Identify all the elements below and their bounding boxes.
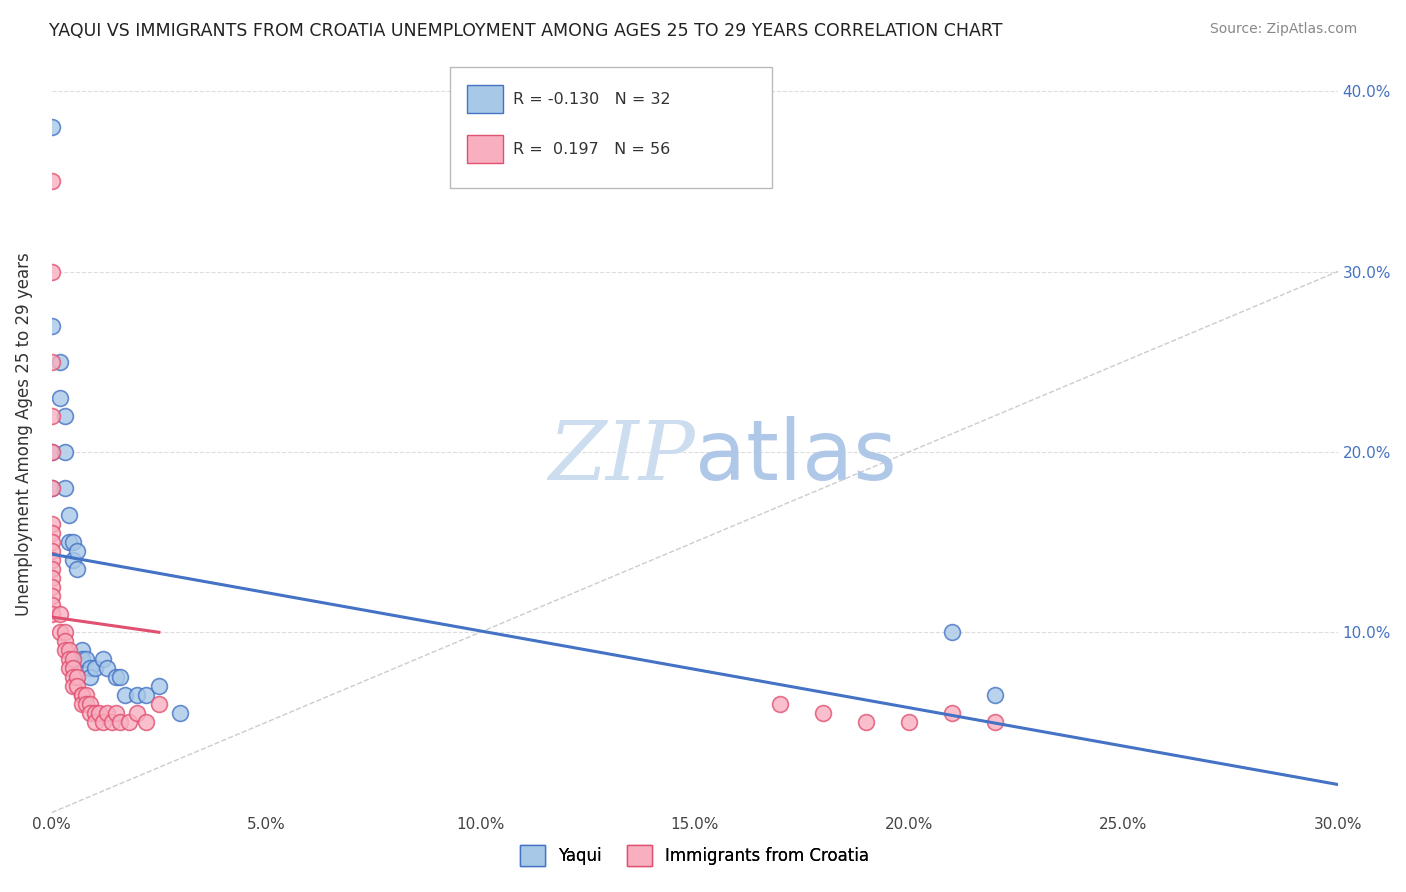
Point xyxy=(79,661,101,675)
Point xyxy=(58,643,80,657)
Point xyxy=(41,553,63,567)
Point xyxy=(41,174,63,188)
Point xyxy=(41,535,63,549)
Point xyxy=(91,715,114,730)
Point xyxy=(58,508,80,522)
Point xyxy=(135,689,157,703)
Point xyxy=(83,661,105,675)
Point xyxy=(70,689,93,703)
Point xyxy=(769,698,792,712)
Point xyxy=(105,670,128,684)
Point xyxy=(41,526,63,541)
Point xyxy=(105,706,128,721)
Point xyxy=(41,264,63,278)
Text: atlas: atlas xyxy=(695,416,897,497)
Point xyxy=(75,689,97,703)
Legend: Yaqui, Immigrants from Croatia: Yaqui, Immigrants from Croatia xyxy=(513,838,876,872)
Point xyxy=(41,409,63,423)
Text: ZIP: ZIP xyxy=(548,417,695,497)
Point xyxy=(41,607,63,622)
Point xyxy=(983,689,1005,703)
Point xyxy=(898,715,921,730)
Point xyxy=(75,652,97,666)
Point xyxy=(87,706,110,721)
Point xyxy=(79,706,101,721)
Point xyxy=(83,706,105,721)
Point xyxy=(110,715,132,730)
Point xyxy=(53,643,76,657)
Point xyxy=(813,706,835,721)
Point xyxy=(855,715,877,730)
Point xyxy=(66,679,89,693)
Point xyxy=(62,679,84,693)
Point xyxy=(66,562,89,576)
Point xyxy=(66,544,89,558)
Point xyxy=(62,661,84,675)
Point xyxy=(135,715,157,730)
Point xyxy=(941,625,963,640)
Point xyxy=(58,535,80,549)
Point xyxy=(127,706,149,721)
Point xyxy=(41,481,63,495)
Point xyxy=(941,706,963,721)
Point xyxy=(169,706,191,721)
Point xyxy=(41,481,63,495)
Text: Source: ZipAtlas.com: Source: ZipAtlas.com xyxy=(1209,22,1357,37)
Point xyxy=(41,544,63,558)
Point xyxy=(79,698,101,712)
Point xyxy=(41,120,63,135)
Point xyxy=(53,481,76,495)
Point xyxy=(58,661,80,675)
Point xyxy=(41,445,63,459)
Point xyxy=(41,589,63,603)
FancyBboxPatch shape xyxy=(467,85,503,113)
Point xyxy=(114,689,136,703)
Point xyxy=(58,652,80,666)
Point xyxy=(41,580,63,594)
Point xyxy=(41,318,63,333)
Point xyxy=(41,355,63,369)
Point xyxy=(79,670,101,684)
Point xyxy=(49,607,72,622)
Point xyxy=(49,625,72,640)
Point xyxy=(53,409,76,423)
Point xyxy=(62,652,84,666)
Point xyxy=(91,652,114,666)
Point xyxy=(83,715,105,730)
Point xyxy=(62,553,84,567)
Text: YAQUI VS IMMIGRANTS FROM CROATIA UNEMPLOYMENT AMONG AGES 25 TO 29 YEARS CORRELAT: YAQUI VS IMMIGRANTS FROM CROATIA UNEMPLO… xyxy=(49,22,1002,40)
Point xyxy=(62,535,84,549)
Point xyxy=(110,670,132,684)
FancyBboxPatch shape xyxy=(450,67,772,187)
Point xyxy=(66,670,89,684)
Point xyxy=(53,625,76,640)
Point xyxy=(62,670,84,684)
Point xyxy=(96,661,118,675)
Point xyxy=(75,698,97,712)
Point xyxy=(41,445,63,459)
Text: R =  0.197   N = 56: R = 0.197 N = 56 xyxy=(513,142,671,157)
Point xyxy=(70,689,93,703)
FancyBboxPatch shape xyxy=(467,135,503,163)
Point xyxy=(41,562,63,576)
Point xyxy=(70,698,93,712)
Point xyxy=(983,715,1005,730)
Point xyxy=(49,391,72,405)
Point xyxy=(53,445,76,459)
Point xyxy=(148,679,170,693)
Point xyxy=(100,715,122,730)
Point xyxy=(70,652,93,666)
Point xyxy=(49,355,72,369)
Y-axis label: Unemployment Among Ages 25 to 29 years: Unemployment Among Ages 25 to 29 years xyxy=(15,252,32,615)
Text: R = -0.130   N = 32: R = -0.130 N = 32 xyxy=(513,92,671,106)
Point xyxy=(118,715,141,730)
Point xyxy=(41,598,63,612)
Point xyxy=(148,698,170,712)
Point xyxy=(41,516,63,531)
Point xyxy=(96,706,118,721)
Point xyxy=(127,689,149,703)
Point xyxy=(53,634,76,648)
Point xyxy=(70,643,93,657)
Point xyxy=(41,571,63,585)
